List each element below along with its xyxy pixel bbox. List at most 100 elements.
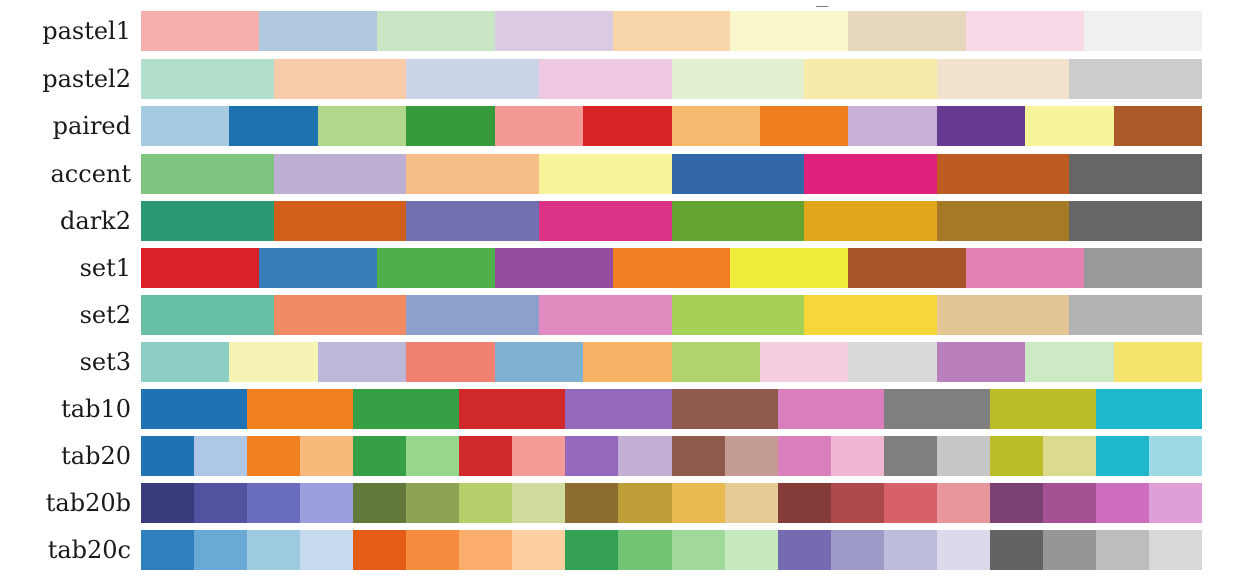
palette-label: pastel1 bbox=[42, 17, 131, 45]
color-swatch bbox=[804, 59, 937, 99]
color-swatch bbox=[141, 106, 229, 146]
color-swatch bbox=[618, 530, 672, 570]
color-swatch bbox=[512, 483, 565, 523]
color-swatch bbox=[1043, 436, 1096, 476]
color-swatch bbox=[353, 530, 406, 570]
color-swatch bbox=[300, 530, 353, 570]
color-swatch bbox=[274, 154, 406, 194]
palette-row-tab20: tab20 bbox=[0, 436, 1234, 476]
color-swatch bbox=[937, 154, 1069, 194]
color-swatch bbox=[495, 11, 613, 51]
color-swatch bbox=[539, 201, 672, 241]
palette-strip bbox=[141, 11, 1202, 51]
top-tick-mark bbox=[816, 6, 828, 7]
color-swatch bbox=[613, 11, 730, 51]
color-swatch bbox=[1096, 389, 1202, 429]
color-swatch bbox=[247, 389, 353, 429]
palette-strip bbox=[141, 295, 1202, 335]
palette-row-set2: set2 bbox=[0, 295, 1234, 335]
color-swatch bbox=[1149, 483, 1202, 523]
palette-row-pastel2: pastel2 bbox=[0, 59, 1234, 99]
color-swatch bbox=[1084, 248, 1202, 288]
color-swatch bbox=[990, 389, 1096, 429]
color-swatch bbox=[512, 436, 565, 476]
color-swatch bbox=[672, 106, 760, 146]
color-swatch bbox=[804, 154, 937, 194]
palette-label: set1 bbox=[79, 254, 131, 282]
palette-label: tab10 bbox=[61, 395, 131, 423]
color-swatch bbox=[377, 248, 495, 288]
palette-strip bbox=[141, 248, 1202, 288]
color-swatch bbox=[406, 201, 539, 241]
palette-label: dark2 bbox=[60, 207, 131, 235]
color-swatch bbox=[141, 436, 194, 476]
color-swatch bbox=[406, 436, 459, 476]
color-swatch bbox=[778, 530, 831, 570]
color-swatch bbox=[884, 483, 937, 523]
color-swatch bbox=[672, 436, 725, 476]
color-swatch bbox=[1114, 106, 1202, 146]
color-swatch bbox=[1096, 483, 1149, 523]
color-swatch bbox=[1114, 342, 1202, 382]
color-swatch bbox=[565, 389, 672, 429]
color-swatch bbox=[990, 436, 1043, 476]
color-swatch bbox=[141, 201, 274, 241]
color-swatch bbox=[618, 436, 672, 476]
palette-label: accent bbox=[50, 160, 132, 188]
color-swatch bbox=[804, 295, 937, 335]
color-swatch bbox=[353, 389, 459, 429]
color-swatch bbox=[259, 248, 377, 288]
color-swatch bbox=[247, 483, 300, 523]
color-swatch bbox=[1025, 106, 1114, 146]
palette-strip bbox=[141, 530, 1202, 570]
color-swatch bbox=[229, 342, 318, 382]
color-swatch bbox=[725, 436, 778, 476]
color-swatch bbox=[459, 389, 565, 429]
color-swatch bbox=[760, 342, 848, 382]
color-swatch bbox=[141, 389, 247, 429]
color-swatch bbox=[990, 530, 1043, 570]
color-swatch bbox=[141, 11, 259, 51]
color-swatch bbox=[884, 389, 990, 429]
color-swatch bbox=[1043, 530, 1096, 570]
color-swatch bbox=[831, 436, 884, 476]
color-swatch bbox=[459, 483, 512, 523]
color-swatch bbox=[778, 436, 831, 476]
color-swatch bbox=[1096, 436, 1149, 476]
color-swatch bbox=[406, 483, 459, 523]
color-swatch bbox=[1069, 201, 1202, 241]
color-swatch bbox=[141, 59, 274, 99]
palette-row-pastel1: pastel1 bbox=[0, 11, 1234, 51]
color-swatch bbox=[141, 342, 229, 382]
color-swatch bbox=[1084, 11, 1202, 51]
color-swatch bbox=[672, 483, 725, 523]
color-swatch bbox=[247, 436, 300, 476]
color-swatch bbox=[1069, 295, 1202, 335]
color-swatch bbox=[1096, 530, 1149, 570]
palette-row-tab10: tab10 bbox=[0, 389, 1234, 429]
palette-label: paired bbox=[52, 112, 131, 140]
color-swatch bbox=[937, 106, 1025, 146]
color-swatch bbox=[613, 248, 730, 288]
palette-strip bbox=[141, 201, 1202, 241]
color-swatch bbox=[848, 342, 937, 382]
color-swatch bbox=[831, 530, 884, 570]
color-swatch bbox=[831, 483, 884, 523]
color-swatch bbox=[1025, 342, 1114, 382]
color-swatch bbox=[229, 106, 318, 146]
color-swatch bbox=[672, 389, 778, 429]
color-swatch bbox=[937, 201, 1069, 241]
color-swatch bbox=[406, 342, 495, 382]
palette-label: pastel2 bbox=[42, 65, 131, 93]
color-swatch bbox=[539, 154, 672, 194]
palette-strip bbox=[141, 342, 1202, 382]
color-swatch bbox=[990, 483, 1043, 523]
color-swatch bbox=[848, 11, 966, 51]
color-swatch bbox=[141, 248, 259, 288]
color-swatch bbox=[937, 436, 990, 476]
color-swatch bbox=[565, 530, 618, 570]
palette-label: set2 bbox=[79, 301, 131, 329]
palette-row-dark2: dark2 bbox=[0, 201, 1234, 241]
color-swatch bbox=[406, 154, 539, 194]
color-swatch bbox=[1043, 483, 1096, 523]
